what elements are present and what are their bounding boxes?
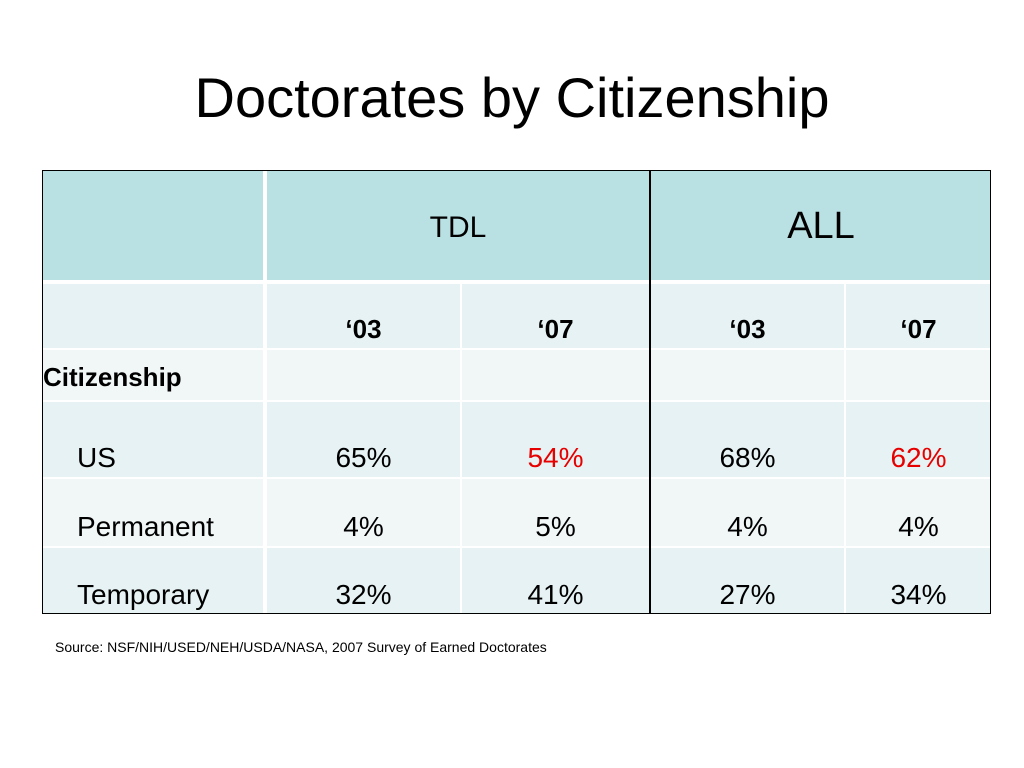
- value-permanent-tdl-07: 5%: [535, 511, 576, 542]
- value-cell: 4%: [846, 479, 990, 546]
- empty-cell: [267, 350, 460, 400]
- value-cell: 68%: [651, 402, 844, 477]
- value-cell: 5%: [462, 479, 649, 546]
- year-cell: ‘03: [267, 284, 460, 348]
- value-cell: 4%: [267, 479, 460, 546]
- group-label-tdl: TDL: [429, 211, 487, 244]
- slide-title: Doctorates by Citizenship: [194, 66, 830, 129]
- empty-cell: [846, 350, 990, 400]
- value-permanent-tdl-03: 4%: [343, 511, 384, 542]
- value-us-all-03: 68%: [719, 442, 776, 473]
- year-label: ‘03: [345, 314, 382, 344]
- group-divider: [649, 171, 651, 613]
- value-temporary-tdl-03: 32%: [335, 579, 392, 610]
- source-note: Source: NSF/NIH/USED/NEH/USDA/NASA, 2007…: [55, 639, 547, 655]
- row-label-cell: US: [43, 402, 263, 477]
- empty-cell: [651, 350, 844, 400]
- value-cell: 32%: [267, 548, 460, 613]
- value-permanent-all-07: 4%: [898, 511, 939, 542]
- year-row-label-cell: [43, 284, 263, 348]
- row-label-cell: Temporary: [43, 548, 263, 613]
- group-label-all: ALL: [787, 205, 855, 247]
- value-permanent-all-03: 4%: [727, 511, 768, 542]
- header-corner-cell: [43, 171, 263, 280]
- year-label: ‘07: [537, 314, 574, 344]
- row-label-temporary: Temporary: [77, 579, 210, 610]
- value-temporary-all-07: 34%: [890, 579, 947, 610]
- section-label-cell: Citizenship: [43, 350, 263, 400]
- year-label: ‘03: [729, 314, 766, 344]
- value-temporary-all-03: 27%: [719, 579, 776, 610]
- row-label-permanent: Permanent: [77, 511, 214, 542]
- value-cell: 41%: [462, 548, 649, 613]
- value-cell: 54%: [462, 402, 649, 477]
- value-temporary-tdl-07: 41%: [527, 579, 584, 610]
- year-label: ‘07: [900, 314, 937, 344]
- value-us-all-07: 62%: [890, 442, 947, 473]
- row-label-us: US: [77, 442, 116, 473]
- value-us-tdl-07: 54%: [527, 442, 584, 473]
- year-cell: ‘03: [651, 284, 844, 348]
- value-cell: 62%: [846, 402, 990, 477]
- value-cell: 27%: [651, 548, 844, 613]
- citizenship-table: TDL ALL ‘03 ‘07 ‘03 ‘07 Citizenship US: [42, 170, 991, 614]
- year-cell: ‘07: [846, 284, 990, 348]
- value-cell: 34%: [846, 548, 990, 613]
- section-label: Citizenship: [43, 362, 182, 392]
- header-group-all: ALL: [651, 171, 990, 280]
- empty-cell: [462, 350, 649, 400]
- value-cell: 65%: [267, 402, 460, 477]
- row-label-cell: Permanent: [43, 479, 263, 546]
- year-cell: ‘07: [462, 284, 649, 348]
- header-group-tdl: TDL: [267, 171, 649, 280]
- value-us-tdl-03: 65%: [335, 442, 392, 473]
- value-cell: 4%: [651, 479, 844, 546]
